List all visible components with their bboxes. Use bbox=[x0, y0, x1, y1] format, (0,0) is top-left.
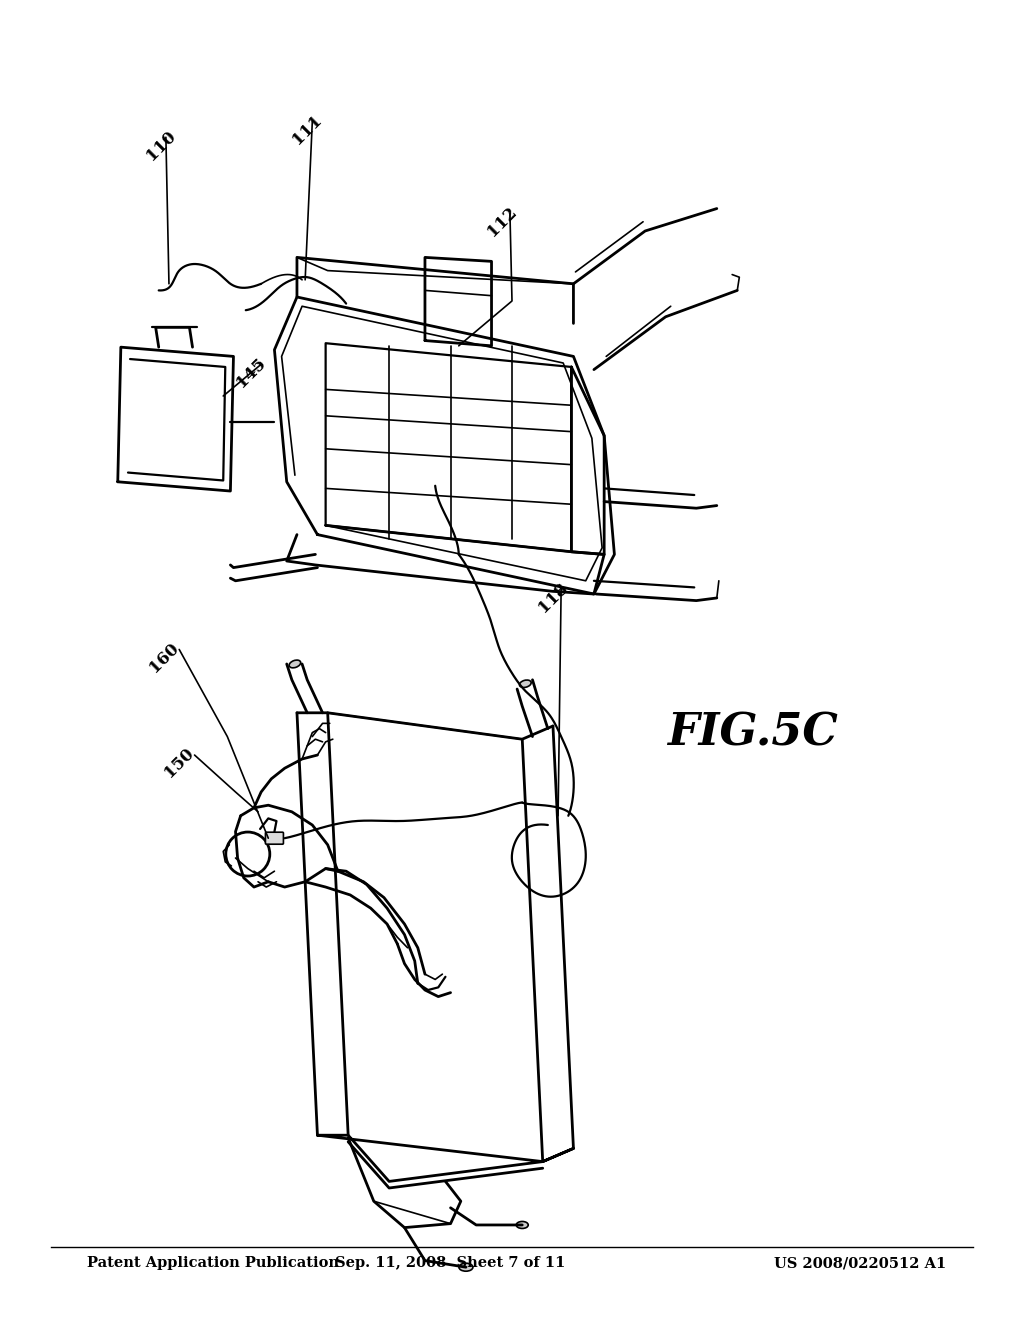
Ellipse shape bbox=[289, 660, 301, 668]
Text: US 2008/0220512 A1: US 2008/0220512 A1 bbox=[774, 1257, 946, 1270]
FancyBboxPatch shape bbox=[265, 832, 284, 845]
Ellipse shape bbox=[519, 680, 531, 688]
Text: 110: 110 bbox=[142, 127, 179, 164]
Text: Patent Application Publication: Patent Application Publication bbox=[87, 1257, 339, 1270]
Text: FIG.5C: FIG.5C bbox=[668, 711, 838, 754]
Text: 112: 112 bbox=[483, 203, 520, 240]
Ellipse shape bbox=[516, 1221, 528, 1229]
Text: 118: 118 bbox=[535, 579, 571, 616]
Text: 145: 145 bbox=[232, 354, 269, 391]
Text: 111: 111 bbox=[289, 111, 326, 148]
Text: 150: 150 bbox=[161, 744, 198, 781]
Ellipse shape bbox=[459, 1263, 473, 1271]
Text: 160: 160 bbox=[145, 639, 182, 676]
Text: Sep. 11, 2008  Sheet 7 of 11: Sep. 11, 2008 Sheet 7 of 11 bbox=[336, 1257, 565, 1270]
